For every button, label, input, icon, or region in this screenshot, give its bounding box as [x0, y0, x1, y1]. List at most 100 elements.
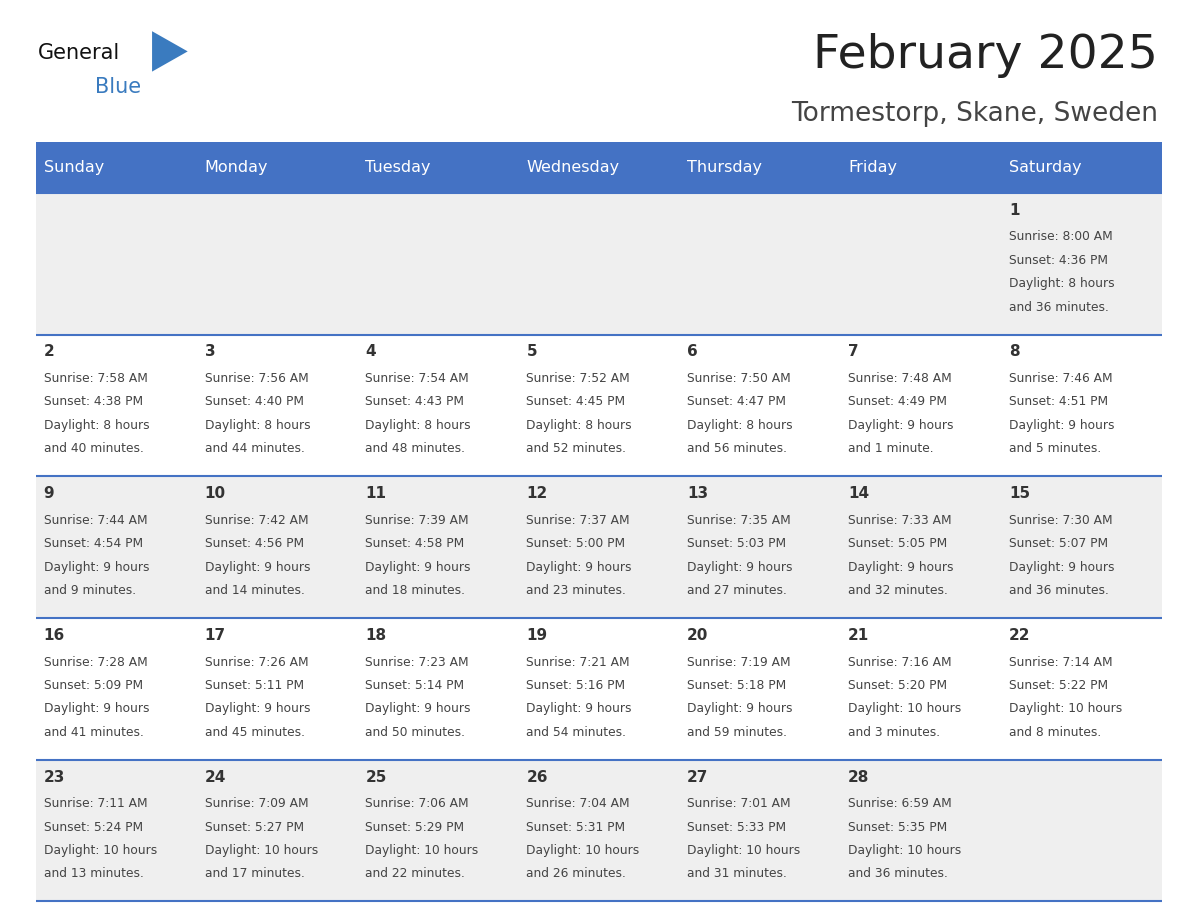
- Text: Thursday: Thursday: [687, 160, 763, 175]
- FancyBboxPatch shape: [518, 142, 680, 193]
- Text: Sunrise: 6:59 AM: Sunrise: 6:59 AM: [848, 798, 952, 811]
- Text: and 54 minutes.: and 54 minutes.: [526, 726, 626, 739]
- Text: 12: 12: [526, 487, 548, 501]
- Text: and 44 minutes.: and 44 minutes.: [204, 442, 304, 455]
- Text: Sunset: 5:16 PM: Sunset: 5:16 PM: [526, 679, 625, 692]
- Text: Sunrise: 8:00 AM: Sunrise: 8:00 AM: [1009, 230, 1113, 243]
- Text: Sunset: 4:56 PM: Sunset: 4:56 PM: [204, 537, 304, 550]
- Text: Daylight: 9 hours: Daylight: 9 hours: [204, 702, 310, 715]
- Text: 16: 16: [44, 628, 65, 643]
- FancyBboxPatch shape: [36, 142, 196, 193]
- Text: Sunrise: 7:46 AM: Sunrise: 7:46 AM: [1009, 372, 1113, 385]
- Text: Sunrise: 7:19 AM: Sunrise: 7:19 AM: [687, 655, 791, 668]
- Text: Daylight: 10 hours: Daylight: 10 hours: [526, 844, 639, 857]
- Text: 7: 7: [848, 344, 859, 360]
- Text: Daylight: 9 hours: Daylight: 9 hours: [44, 702, 150, 715]
- Text: and 14 minutes.: and 14 minutes.: [204, 584, 304, 597]
- Text: Daylight: 9 hours: Daylight: 9 hours: [366, 561, 470, 574]
- Text: Sunrise: 7:26 AM: Sunrise: 7:26 AM: [204, 655, 308, 668]
- Text: Daylight: 10 hours: Daylight: 10 hours: [848, 702, 961, 715]
- Text: Daylight: 9 hours: Daylight: 9 hours: [204, 561, 310, 574]
- Text: Sunrise: 7:04 AM: Sunrise: 7:04 AM: [526, 798, 630, 811]
- Text: and 36 minutes.: and 36 minutes.: [848, 868, 948, 880]
- Text: and 40 minutes.: and 40 minutes.: [44, 442, 144, 455]
- Text: 11: 11: [366, 487, 386, 501]
- FancyBboxPatch shape: [680, 142, 840, 193]
- Text: Sunset: 4:40 PM: Sunset: 4:40 PM: [204, 396, 304, 409]
- Text: Sunrise: 7:28 AM: Sunrise: 7:28 AM: [44, 655, 147, 668]
- Text: and 27 minutes.: and 27 minutes.: [687, 584, 788, 597]
- Text: Tuesday: Tuesday: [366, 160, 431, 175]
- Text: and 52 minutes.: and 52 minutes.: [526, 442, 626, 455]
- Text: Daylight: 9 hours: Daylight: 9 hours: [687, 561, 792, 574]
- Text: 15: 15: [1009, 487, 1030, 501]
- Text: and 1 minute.: and 1 minute.: [848, 442, 934, 455]
- Text: Sunrise: 7:06 AM: Sunrise: 7:06 AM: [366, 798, 469, 811]
- Text: Sunset: 5:14 PM: Sunset: 5:14 PM: [366, 679, 465, 692]
- Text: Sunrise: 7:50 AM: Sunrise: 7:50 AM: [687, 372, 791, 385]
- Text: and 23 minutes.: and 23 minutes.: [526, 584, 626, 597]
- Text: Daylight: 10 hours: Daylight: 10 hours: [44, 844, 157, 857]
- Text: 8: 8: [1009, 344, 1019, 360]
- Text: and 48 minutes.: and 48 minutes.: [366, 442, 466, 455]
- Text: 1: 1: [1009, 203, 1019, 218]
- Text: 25: 25: [366, 769, 387, 785]
- Text: Daylight: 8 hours: Daylight: 8 hours: [687, 419, 792, 431]
- Text: Daylight: 10 hours: Daylight: 10 hours: [687, 844, 801, 857]
- Text: Daylight: 9 hours: Daylight: 9 hours: [1009, 561, 1114, 574]
- Text: and 5 minutes.: and 5 minutes.: [1009, 442, 1101, 455]
- FancyBboxPatch shape: [36, 193, 1162, 334]
- Text: Sunrise: 7:58 AM: Sunrise: 7:58 AM: [44, 372, 147, 385]
- Text: Sunset: 4:43 PM: Sunset: 4:43 PM: [366, 396, 465, 409]
- Text: Sunrise: 7:09 AM: Sunrise: 7:09 AM: [204, 798, 308, 811]
- FancyBboxPatch shape: [36, 760, 1162, 901]
- Text: and 22 minutes.: and 22 minutes.: [366, 868, 466, 880]
- Text: Sunrise: 7:54 AM: Sunrise: 7:54 AM: [366, 372, 469, 385]
- Text: 27: 27: [687, 769, 708, 785]
- Text: Sunset: 5:35 PM: Sunset: 5:35 PM: [848, 821, 947, 834]
- Text: and 50 minutes.: and 50 minutes.: [366, 726, 466, 739]
- Text: and 45 minutes.: and 45 minutes.: [204, 726, 304, 739]
- FancyBboxPatch shape: [1001, 142, 1162, 193]
- Text: and 56 minutes.: and 56 minutes.: [687, 442, 788, 455]
- FancyBboxPatch shape: [36, 476, 1162, 618]
- Text: Daylight: 8 hours: Daylight: 8 hours: [526, 419, 632, 431]
- Text: Sunrise: 7:48 AM: Sunrise: 7:48 AM: [848, 372, 952, 385]
- Text: Daylight: 9 hours: Daylight: 9 hours: [687, 702, 792, 715]
- Text: Friday: Friday: [848, 160, 897, 175]
- Text: and 3 minutes.: and 3 minutes.: [848, 726, 940, 739]
- Text: Daylight: 8 hours: Daylight: 8 hours: [366, 419, 472, 431]
- Text: Daylight: 9 hours: Daylight: 9 hours: [44, 561, 150, 574]
- Text: Daylight: 10 hours: Daylight: 10 hours: [204, 844, 318, 857]
- Text: 28: 28: [848, 769, 870, 785]
- Text: and 9 minutes.: and 9 minutes.: [44, 584, 135, 597]
- Text: and 32 minutes.: and 32 minutes.: [848, 584, 948, 597]
- Text: Sunset: 5:24 PM: Sunset: 5:24 PM: [44, 821, 143, 834]
- Text: Sunset: 5:20 PM: Sunset: 5:20 PM: [848, 679, 947, 692]
- Text: Sunrise: 7:01 AM: Sunrise: 7:01 AM: [687, 798, 791, 811]
- Text: Sunset: 5:22 PM: Sunset: 5:22 PM: [1009, 679, 1108, 692]
- Text: Sunset: 4:49 PM: Sunset: 4:49 PM: [848, 396, 947, 409]
- Text: Sunset: 5:11 PM: Sunset: 5:11 PM: [204, 679, 304, 692]
- Text: Blue: Blue: [95, 77, 141, 97]
- Text: Saturday: Saturday: [1009, 160, 1081, 175]
- Text: and 31 minutes.: and 31 minutes.: [687, 868, 788, 880]
- Text: 5: 5: [526, 344, 537, 360]
- Text: Daylight: 9 hours: Daylight: 9 hours: [366, 702, 470, 715]
- Text: Sunset: 5:31 PM: Sunset: 5:31 PM: [526, 821, 625, 834]
- FancyBboxPatch shape: [36, 618, 1162, 760]
- Text: Sunrise: 7:11 AM: Sunrise: 7:11 AM: [44, 798, 147, 811]
- Text: 21: 21: [848, 628, 870, 643]
- Text: Sunrise: 7:21 AM: Sunrise: 7:21 AM: [526, 655, 630, 668]
- Text: Wednesday: Wednesday: [526, 160, 619, 175]
- Text: 10: 10: [204, 487, 226, 501]
- Text: and 26 minutes.: and 26 minutes.: [526, 868, 626, 880]
- Text: Sunset: 5:27 PM: Sunset: 5:27 PM: [204, 821, 304, 834]
- Text: 23: 23: [44, 769, 65, 785]
- Text: 17: 17: [204, 628, 226, 643]
- Text: Sunset: 5:00 PM: Sunset: 5:00 PM: [526, 537, 625, 550]
- Text: 2: 2: [44, 344, 55, 360]
- Text: Sunrise: 7:52 AM: Sunrise: 7:52 AM: [526, 372, 630, 385]
- Text: 19: 19: [526, 628, 548, 643]
- Text: and 59 minutes.: and 59 minutes.: [687, 726, 788, 739]
